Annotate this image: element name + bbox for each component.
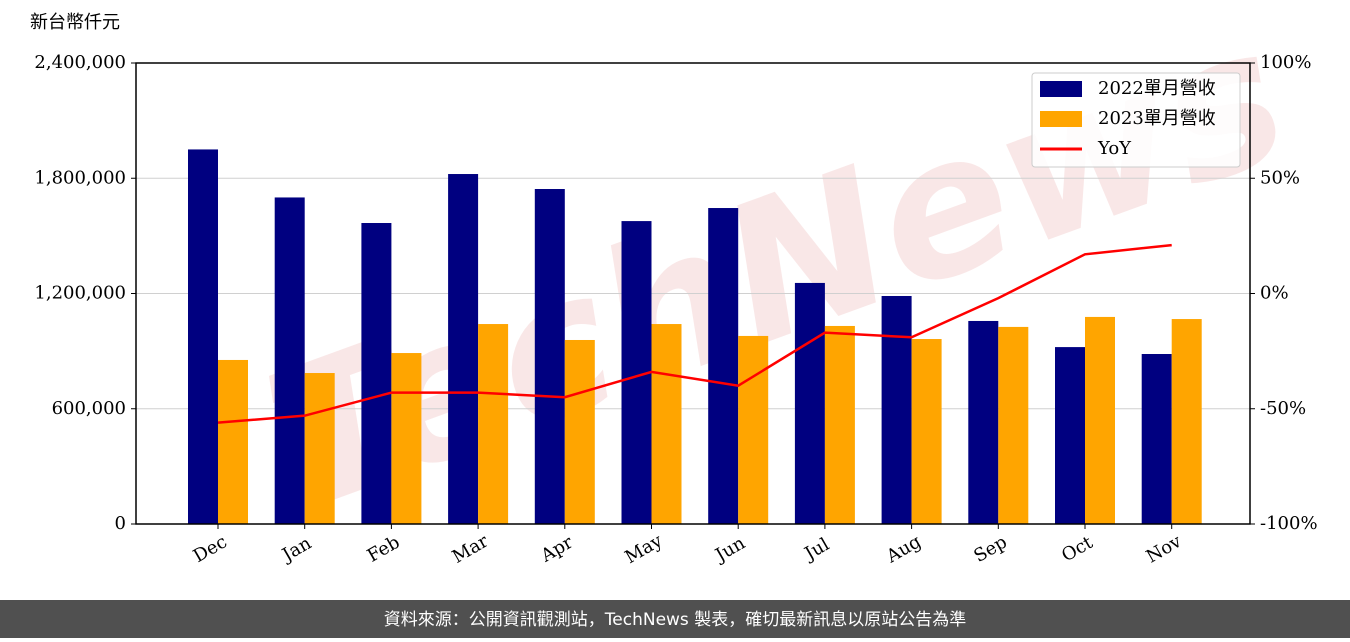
bar [304,373,335,524]
y-tick-label: 2,400,000 [34,52,126,73]
y-tick-label: 0 [115,513,126,534]
x-tick-label: Jan [277,533,315,567]
x-tick-label: Apr [537,532,577,567]
bar [274,197,305,525]
x-tick-label: Sep [970,532,1010,567]
legend-label: 2023單月營收 [1098,108,1216,129]
bar [534,189,565,525]
x-tick-label: Aug [882,531,925,568]
x-tick-label: Nov [1143,531,1186,568]
bar [391,353,422,524]
bar [881,295,912,524]
legend-label: YoY [1097,138,1132,159]
bar [218,359,248,524]
y-tick-label: 600,000 [52,398,126,419]
y2-tick-label: 50% [1260,167,1300,188]
x-tick-label: Feb [364,532,404,567]
bar [1171,319,1202,524]
legend-box [1031,72,1241,168]
y2-tick-label: -100% [1260,513,1318,534]
bar [1085,316,1115,524]
bar [1141,354,1172,524]
bar [1055,347,1085,524]
y2-tick-label: 0% [1260,283,1289,304]
y2-tick-label: -50% [1260,398,1306,419]
x-tick-label: Dec [190,531,231,567]
x-tick-label: Mar [449,531,493,568]
x-tick-label: Jul [800,534,834,566]
footer: 資料來源：公開資訊觀測站，TechNews 製表，確切最新訊息以原站公告為準 [384,610,966,630]
yoy-line [217,243,1172,424]
y2-tick-label: 100% [1260,52,1311,73]
bar [651,324,682,524]
x-tick-label: Oct [1058,532,1097,567]
x-tick-label: May [621,530,666,568]
legend-label: 2022單月營收 [1098,78,1216,99]
bar [968,320,999,524]
footer-band [0,600,1350,638]
legend-swatch [1040,81,1082,97]
legend-swatch [1040,111,1082,127]
bar [361,223,392,524]
y-axis-label: 新台幣仟元 [30,12,120,33]
bar [188,149,218,524]
y-tick-label: 1,200,000 [34,283,126,304]
bar [911,339,942,524]
bar [738,335,769,524]
y-tick-label: 1,800,000 [34,167,126,188]
bar [998,326,1029,524]
x-tick-label: Jun [710,532,749,567]
bar [794,282,825,524]
bar [708,208,739,524]
bar [448,174,479,524]
bar [478,324,509,524]
bar [564,339,595,524]
plot-frame [135,62,1251,525]
bar [824,325,855,524]
